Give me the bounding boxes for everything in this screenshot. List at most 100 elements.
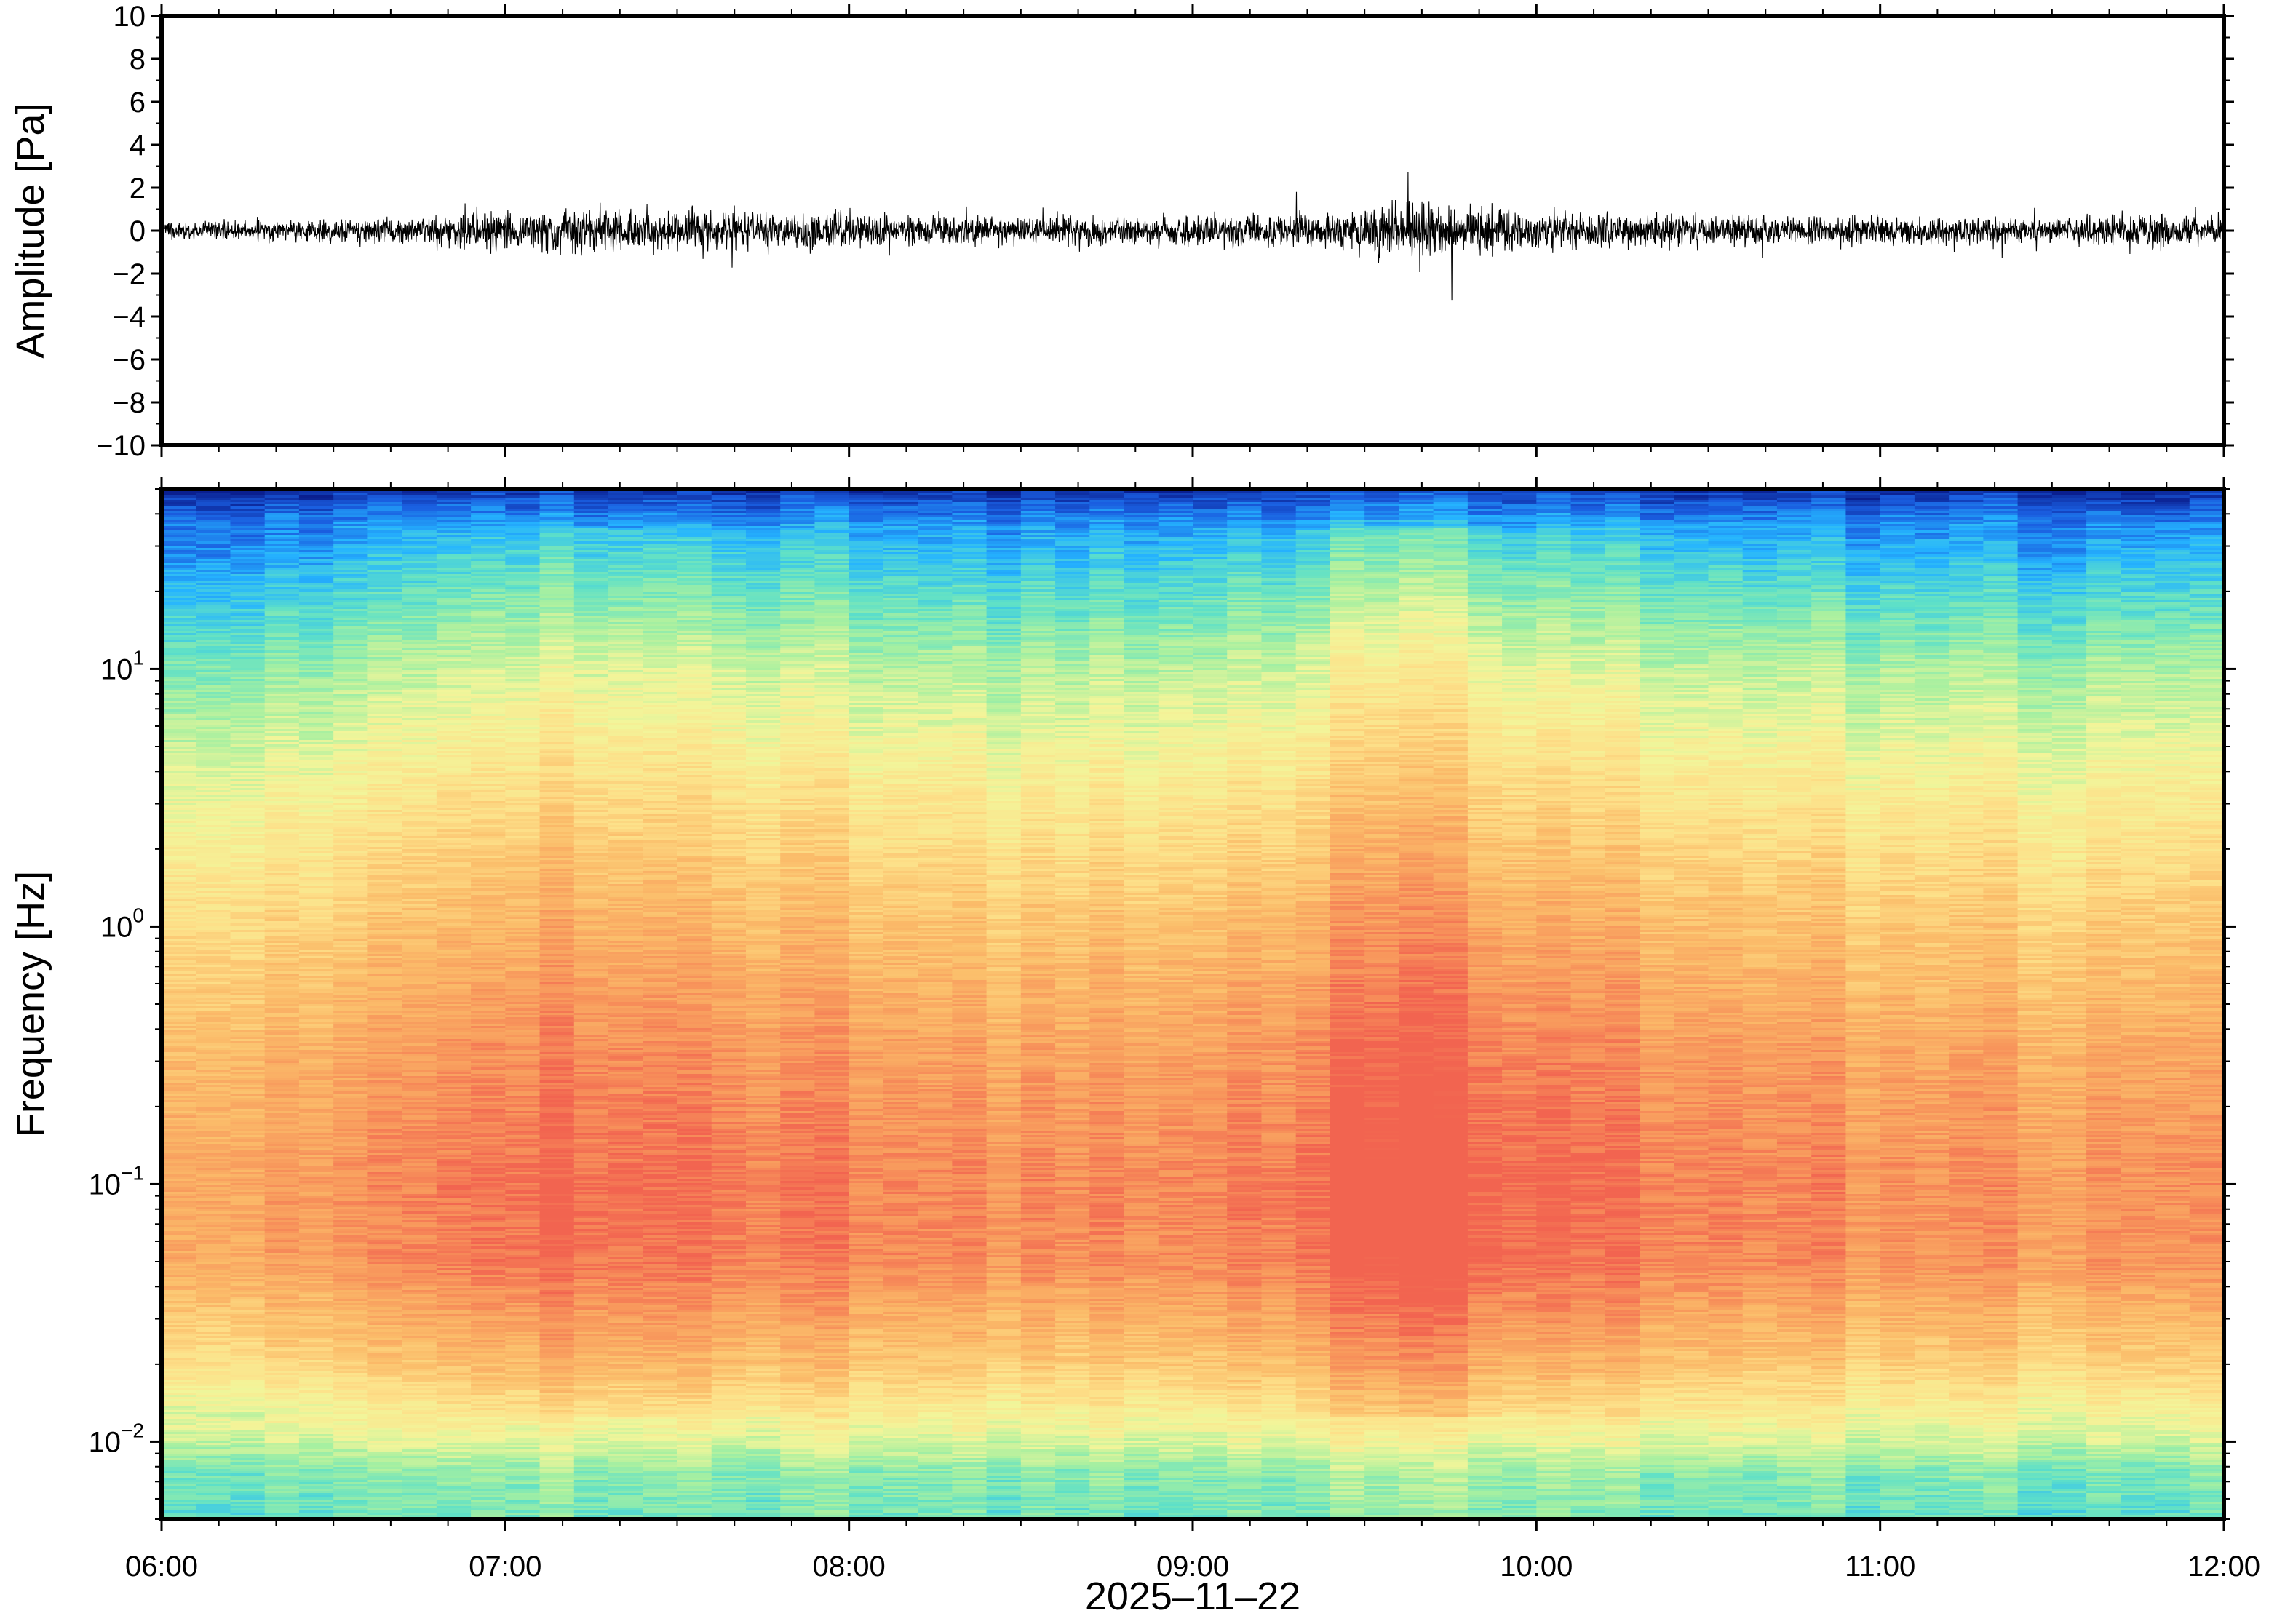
spectrogram-cell [230, 526, 265, 528]
spectrogram-cell [265, 1332, 300, 1334]
spectrogram-cell [402, 908, 437, 910]
spectrogram-cell [437, 978, 472, 980]
spectrogram-cell [367, 819, 402, 821]
spectrogram-cell [299, 533, 334, 535]
spectrogram-cell [162, 733, 196, 736]
spectrogram-cell [437, 751, 472, 753]
spectrogram-cell [230, 1196, 265, 1198]
spectrogram-cell [265, 587, 300, 589]
spectrogram-cell [265, 998, 300, 1000]
spectrogram-cell [230, 509, 265, 511]
spectrogram-cell [367, 1198, 402, 1201]
spectrogram-cell [265, 1249, 300, 1251]
spectrogram-cell [230, 594, 265, 596]
spectrogram-cell [162, 847, 196, 849]
spectrogram-cell [196, 1360, 231, 1362]
spectrogram-cell [333, 537, 368, 539]
spectrogram-cell [196, 1480, 231, 1482]
spectrogram-cell [333, 860, 368, 862]
spectrogram-cell [265, 943, 300, 945]
spectrogram-cell [230, 766, 265, 768]
spectrogram-cell [162, 777, 196, 779]
spectrogram-cell [437, 1115, 472, 1118]
spectrogram-cell [162, 1428, 196, 1430]
spectrogram-cell [402, 1111, 437, 1113]
spectrogram-cell [162, 845, 196, 847]
spectrogram-cell [162, 1054, 196, 1056]
spectrogram-cell [367, 875, 402, 877]
spectrogram-cell [367, 646, 402, 648]
spectrogram-cell [299, 1314, 334, 1316]
spectrogram-cell [367, 963, 402, 965]
spectrogram-cell [367, 991, 402, 993]
spectrogram-cell [230, 779, 265, 781]
spectrogram-cell [230, 1153, 265, 1155]
spectrogram-cell [299, 843, 334, 845]
spectrogram-cell [265, 1270, 300, 1273]
spectrogram-cell [162, 923, 196, 926]
spectrogram-cell [265, 978, 300, 980]
spectrogram-cell [367, 803, 402, 805]
spectrogram-cell [196, 1414, 231, 1417]
spectrogram-cell [230, 1242, 265, 1244]
spectrogram-cell [402, 1061, 437, 1063]
spectrogram-cell [230, 502, 265, 504]
spectrogram-cell [162, 618, 196, 620]
spectrogram-cell [333, 1216, 368, 1218]
spectrogram-cell [333, 976, 368, 978]
spectrogram-cell [265, 668, 300, 670]
spectrogram-cell [471, 539, 506, 541]
spectrogram-cell [230, 565, 265, 568]
spectrogram-cell [471, 1008, 506, 1011]
spectrogram-cell [230, 703, 265, 705]
spectrogram-cell [299, 1222, 334, 1225]
spectrogram-cell [333, 884, 368, 886]
spectrogram-cell [265, 869, 300, 871]
spectrogram-cell [299, 1159, 334, 1161]
spectrogram-cell [437, 1067, 472, 1070]
spectrogram-cell [402, 587, 437, 589]
spectrogram-cell [437, 1187, 472, 1190]
spectrogram-cell [402, 1231, 437, 1233]
spectrogram-cell [333, 1061, 368, 1063]
spectrogram-cell [333, 808, 368, 810]
spectrogram-cell [299, 1497, 334, 1500]
spectrogram-cell [265, 1107, 300, 1109]
spectrogram-cell [437, 672, 472, 674]
spectrogram-cell [162, 1026, 196, 1028]
spectrogram-cell [162, 899, 196, 901]
spectrogram-cell [402, 805, 437, 808]
spectrogram-cell [299, 576, 334, 578]
spectrogram-cell [367, 648, 402, 650]
spectrogram-cell [162, 572, 196, 574]
spectrogram-cell [402, 814, 437, 816]
spectrogram-cell [265, 1388, 300, 1390]
spectrogram-cell [265, 1192, 300, 1194]
spectrogram-cell [402, 762, 437, 764]
spectrogram-cell [402, 875, 437, 877]
spectrogram-cell [367, 1303, 402, 1305]
spectrogram-cell [265, 1150, 300, 1153]
spectrogram-cell [333, 1373, 368, 1375]
spectrogram-cell [196, 1462, 231, 1465]
spectrogram-cell [402, 616, 437, 618]
spectrogram-cell [162, 792, 196, 795]
spectrogram-cell [230, 694, 265, 696]
spectrogram-cell [230, 1510, 265, 1513]
spectrogram-cell [299, 1423, 334, 1425]
spectrogram-cell [437, 819, 472, 821]
spectrogram-cell [265, 893, 300, 895]
spectrogram-cell [367, 581, 402, 583]
spectrogram-cell [437, 869, 472, 871]
spectrogram-cell [437, 1364, 472, 1366]
spectrogram-cell [367, 932, 402, 934]
spectrogram-cell [162, 1482, 196, 1484]
spectrogram-cell [299, 725, 334, 727]
spectrogram-cell [196, 1486, 231, 1489]
spectrogram-cell [437, 611, 472, 613]
spectrogram-cell [367, 995, 402, 998]
spectrogram-cell [402, 980, 437, 982]
spectrogram-cell [402, 1008, 437, 1011]
spectrogram-cell [162, 1384, 196, 1386]
spectrogram-cell [437, 548, 472, 550]
